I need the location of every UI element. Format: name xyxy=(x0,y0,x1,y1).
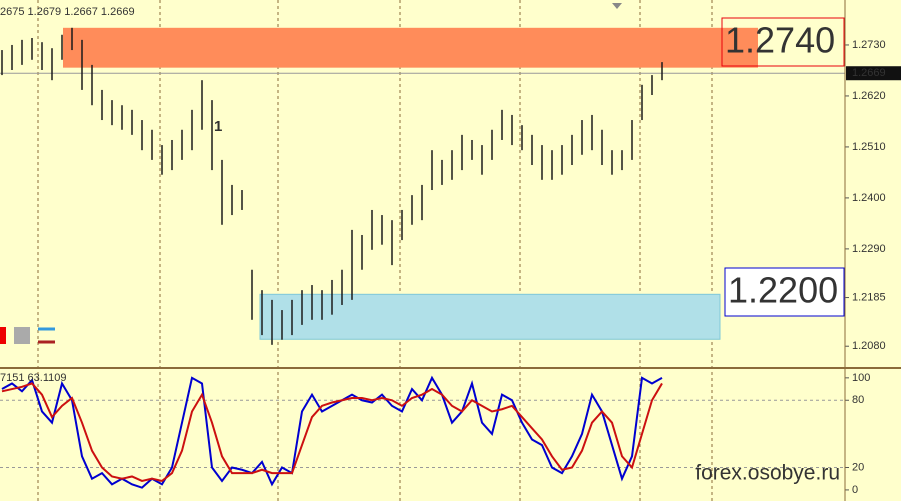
zone-label: 1.2740 xyxy=(725,20,835,61)
icon xyxy=(14,327,30,344)
current-price-box xyxy=(846,66,901,81)
icon xyxy=(0,327,6,344)
stoch-line xyxy=(1,375,663,489)
y-tick-label: 1.2620 xyxy=(852,90,886,102)
watermark: forex.osobye.ru xyxy=(695,462,840,485)
zone xyxy=(63,27,758,68)
y-tick-label: 1.2400 xyxy=(852,192,886,204)
current-price-label: 1.2669 xyxy=(852,67,886,79)
stoch-line xyxy=(1,382,663,483)
y-tick-label: 1.2290 xyxy=(852,243,886,255)
y-tick-label: 1.2185 xyxy=(852,291,886,303)
y-tick-label: 1.2730 xyxy=(852,39,886,51)
y-tick-label: 1.2510 xyxy=(852,141,886,153)
y-tick-label: 100 xyxy=(852,372,870,384)
zone-label: 1.2200 xyxy=(728,270,838,311)
chart-title: 2675 1.2679 1.2667 1.2669 xyxy=(0,6,135,18)
plot-layer: 1.2740 1.2200 1.2730 1.2620 1.2510 1.2400 1.22… xyxy=(0,6,901,496)
y-tick-label: 1.2080 xyxy=(852,340,886,352)
zone xyxy=(259,293,721,340)
y-tick-label: 80 xyxy=(852,394,864,406)
y-tick-label: 20 xyxy=(852,461,864,473)
y-tick-label: 0 xyxy=(852,484,858,496)
zone-label-box xyxy=(724,267,845,317)
zone-label-box xyxy=(721,17,845,67)
annotation: 1 xyxy=(214,118,222,135)
marker xyxy=(612,3,622,9)
indicator-title: 7151 63.1109 xyxy=(0,372,66,384)
